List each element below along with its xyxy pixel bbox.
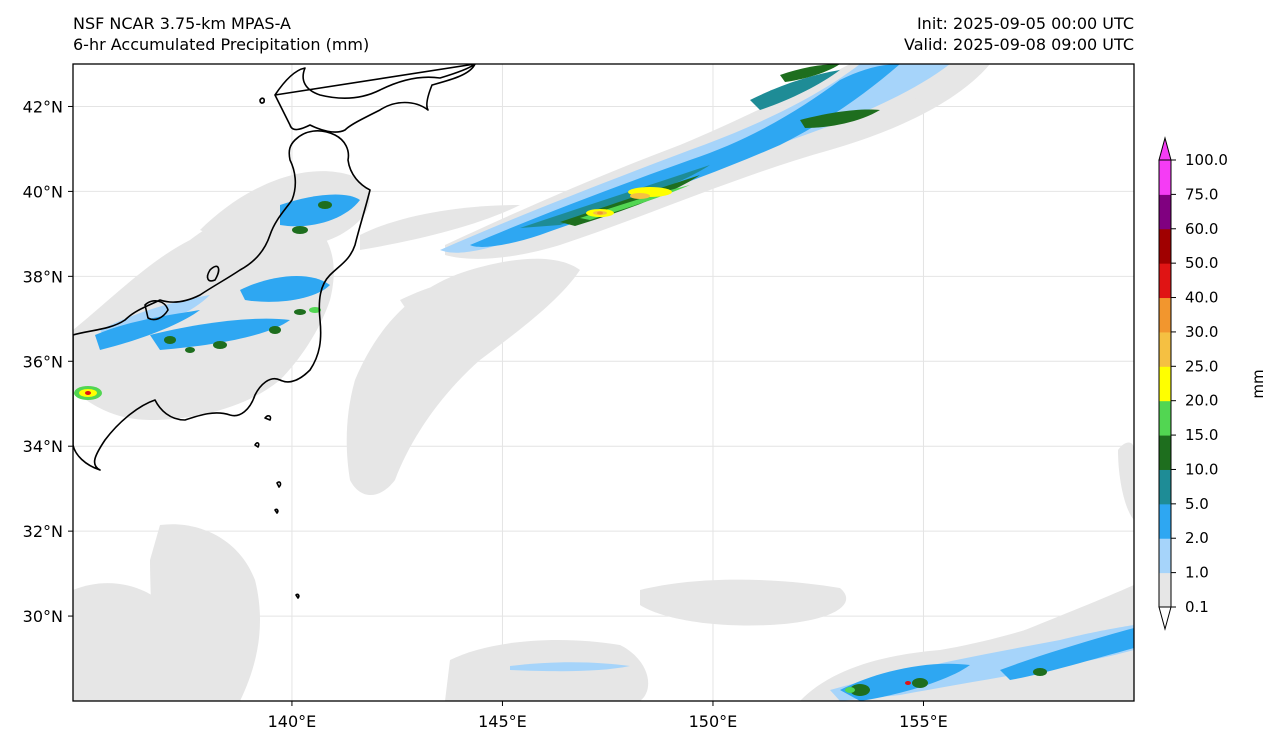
colorbar-level-label: 15.0 <box>1185 426 1218 444</box>
colorbar-segment <box>1159 503 1171 539</box>
longitude-axis-labels: 140°E 145°E 150°E 155°E <box>268 701 948 731</box>
lat-tick-label: 40°N <box>23 182 63 201</box>
colorbar-level-label: 20.0 <box>1185 392 1218 410</box>
colorbar-level-label: 1.0 <box>1185 564 1209 582</box>
lat-tick-label: 34°N <box>23 437 63 456</box>
colorbar-level-label: 75.0 <box>1185 185 1218 203</box>
colorbar-extend-max <box>1158 136 1172 161</box>
colorbar-segment <box>1159 572 1171 608</box>
colorbar-level-label: 50.0 <box>1185 254 1218 272</box>
colorbar-level-label: 10.0 <box>1185 460 1218 478</box>
colorbar-segment <box>1159 435 1171 470</box>
lon-tick-label: 150°E <box>689 712 738 731</box>
colorbar: 0.1 1.0 2.0 5.0 10.0 15.0 20.0 25.0 30.0 40.0 50.0… <box>1158 136 1228 631</box>
colorbar-segment <box>1159 366 1171 402</box>
colorbar-unit-label: mm <box>1249 369 1267 398</box>
colorbar-frame <box>1158 159 1172 608</box>
colorbar-extend-min <box>1158 606 1172 631</box>
colorbar-segment <box>1159 331 1171 367</box>
lat-tick-label: 30°N <box>23 607 63 626</box>
init-time: Init: 2025-09-05 00:00 UTC <box>916 14 1134 33</box>
colorbar-level-label: 100.0 <box>1185 151 1228 169</box>
precip-2-5mm-areas <box>95 64 1134 701</box>
colorbar-segment <box>1159 194 1171 230</box>
colorbar-level-label: 5.0 <box>1185 495 1209 513</box>
lon-tick-label: 155°E <box>899 712 948 731</box>
precip-40-50mm-areas <box>85 391 911 685</box>
coastlines <box>73 64 476 599</box>
lon-tick-label: 145°E <box>478 712 527 731</box>
colorbar-segment <box>1159 400 1171 436</box>
lat-tick-label: 36°N <box>23 352 63 371</box>
colorbar-segment <box>1159 538 1171 574</box>
valid-time: Valid: 2025-09-08 09:00 UTC <box>903 35 1134 54</box>
colorbar-level-label: 0.1 <box>1185 598 1209 616</box>
lat-tick-label: 32°N <box>23 522 63 541</box>
colorbar-level-label: 40.0 <box>1185 289 1218 307</box>
colorbar-segment <box>1159 263 1171 299</box>
precip-30-40mm-areas <box>597 211 603 215</box>
lon-tick-label: 140°E <box>268 712 317 731</box>
field-title: 6-hr Accumulated Precipitation (mm) <box>73 35 370 54</box>
colorbar-segment <box>1159 469 1171 505</box>
map-content <box>73 64 1134 701</box>
lat-tick-label: 42°N <box>23 97 63 116</box>
colorbar-segment <box>1159 297 1171 333</box>
colorbar-level-label: 60.0 <box>1185 220 1218 238</box>
colorbar-level-label: 2.0 <box>1185 529 1209 547</box>
colorbar-segment <box>1159 228 1171 264</box>
colorbar-level-label: 30.0 <box>1185 323 1218 341</box>
precip-25-30mm-areas <box>593 193 650 215</box>
latitude-axis-labels: 30°N 32°N 34°N 36°N 38°N 40°N 42°N <box>23 97 73 626</box>
colorbar-segment <box>1159 160 1171 195</box>
precip-5-10mm-areas <box>520 70 840 228</box>
map-frame <box>72 63 1135 702</box>
model-title: NSF NCAR 3.75-km MPAS-A <box>73 14 291 33</box>
colorbar-level-label: 25.0 <box>1185 357 1218 375</box>
lat-tick-label: 38°N <box>23 267 63 286</box>
